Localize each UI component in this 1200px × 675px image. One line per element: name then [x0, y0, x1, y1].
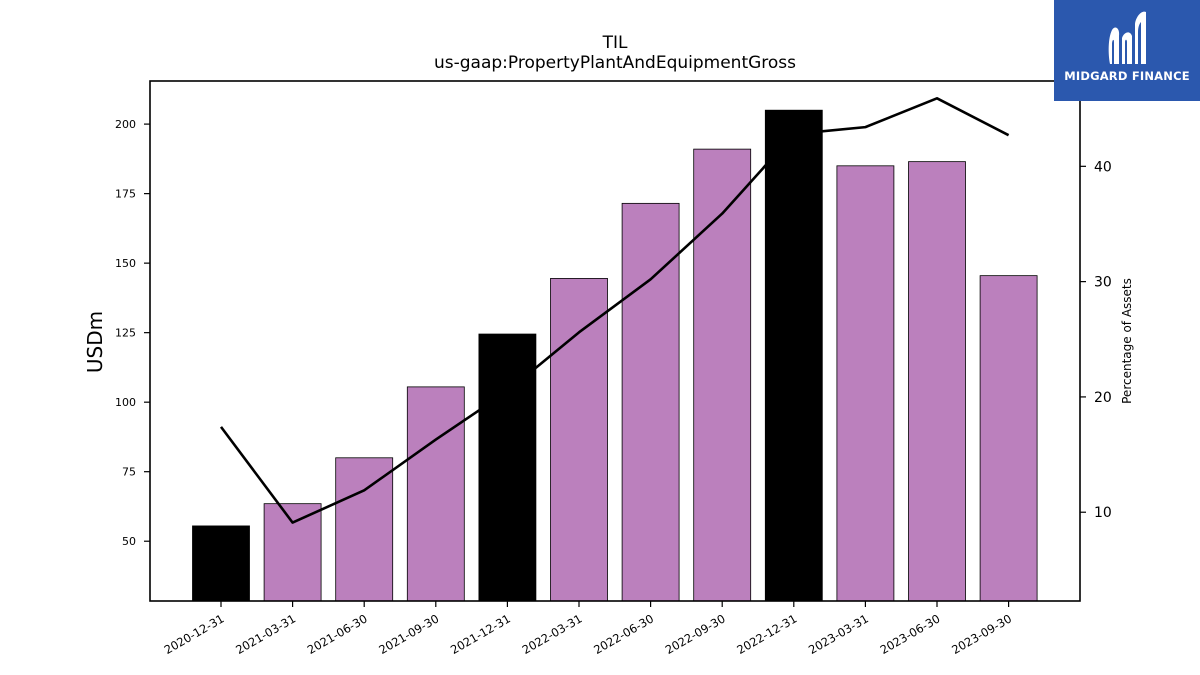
y-tick-label: 175 [115, 188, 136, 201]
bars-group [192, 109, 1038, 602]
y2-tick-label: 10 [1094, 505, 1112, 521]
logo-text: MIDGARD FINANCE [1064, 69, 1190, 83]
bar [192, 525, 250, 602]
chart-subtitle: us-gaap:PropertyPlantAndEquipmentGross [434, 53, 796, 73]
percentage-line [219, 96, 1010, 524]
x-tick-label: 2021-03-31 [233, 611, 298, 657]
y-tick-label: 50 [122, 535, 136, 548]
bar [908, 161, 966, 602]
plot-frame [149, 80, 1081, 602]
y2-axis-label: Percentage of Assets [1120, 278, 1134, 404]
y-axis-left: 50 75 100 125 150 175 200 [115, 118, 150, 548]
bar [478, 333, 537, 602]
x-tick-label: 2022-06-30 [591, 611, 656, 657]
y-axis-label: USDm [83, 311, 107, 373]
y-tick-label: 150 [115, 257, 136, 270]
y-tick-label: 100 [115, 396, 136, 409]
x-tick-label: 2021-06-30 [305, 611, 370, 657]
bar [550, 278, 608, 602]
y-tick-label: 200 [115, 118, 136, 131]
y2-tick-label: 30 [1094, 275, 1112, 291]
y2-tick-label: 20 [1094, 390, 1112, 406]
chart-title: TIL [602, 33, 628, 53]
x-tick-label: 2021-09-30 [376, 611, 441, 657]
x-axis: 2020-12-31 2021-03-31 2021-06-30 2021-09-30… [162, 601, 1014, 657]
line-group [219, 96, 1010, 524]
logo-mark-icon [1108, 11, 1146, 64]
x-tick-label: 2022-12-31 [734, 611, 799, 657]
y-tick-label: 75 [122, 466, 136, 479]
bar [836, 165, 895, 602]
bar [764, 109, 823, 602]
x-tick-label: 2023-06-30 [878, 611, 943, 657]
bar [693, 148, 752, 602]
x-tick-label: 2022-09-30 [663, 611, 728, 657]
x-tick-label: 2023-09-30 [949, 611, 1014, 657]
x-tick-label: 2020-12-31 [162, 611, 227, 657]
bar [621, 202, 680, 602]
x-tick-label: 2023-03-31 [806, 611, 871, 657]
bar [979, 275, 1038, 602]
bar [335, 457, 394, 602]
y2-tick-label: 40 [1094, 159, 1112, 175]
midgard-finance-logo: MIDGARD FINANCE [1054, 0, 1200, 101]
y-axis-right: 10 20 30 40 [1080, 159, 1112, 521]
y-tick-label: 125 [115, 327, 136, 340]
x-tick-label: 2021-12-31 [448, 611, 513, 657]
bar [406, 386, 465, 602]
x-tick-label: 2022-03-31 [520, 611, 585, 657]
bar [263, 503, 322, 602]
